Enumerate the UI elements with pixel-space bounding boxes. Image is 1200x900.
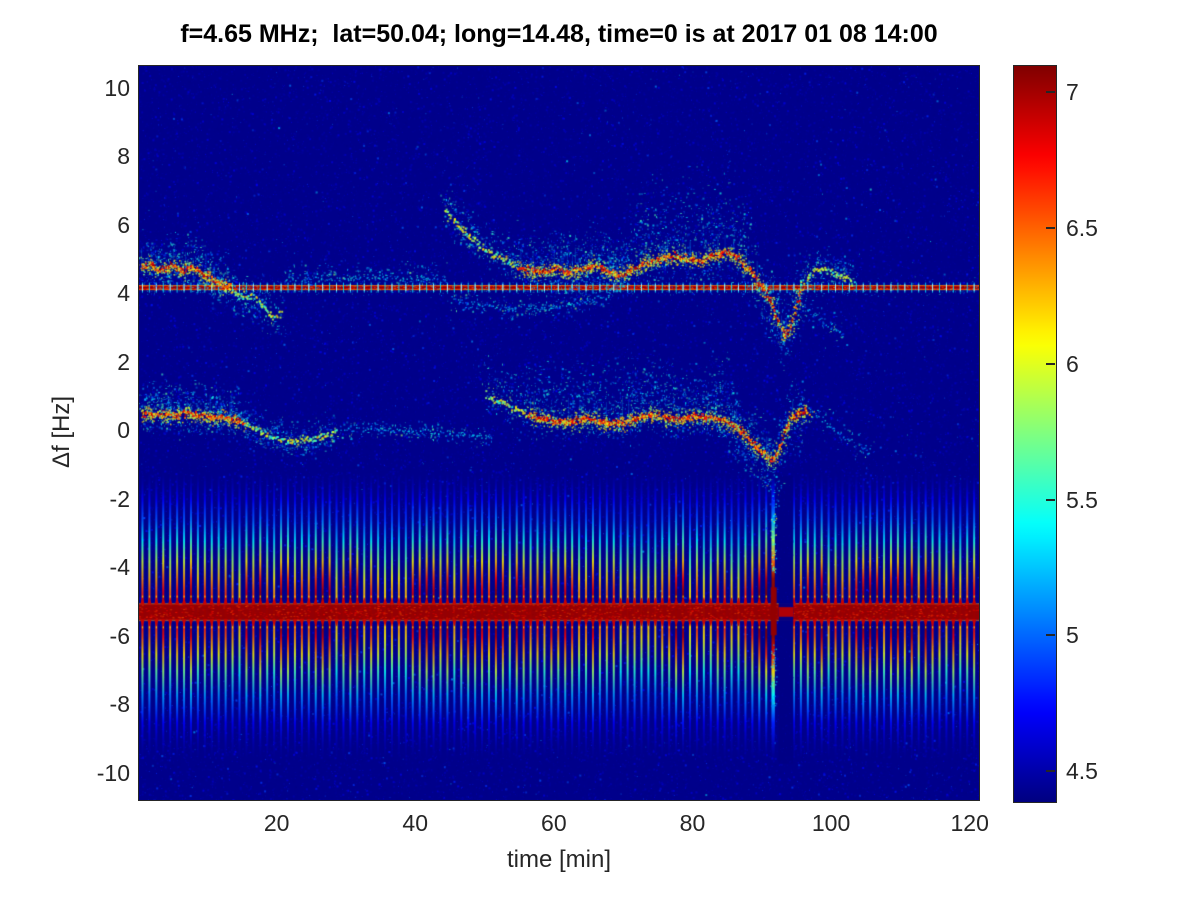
y-tick-label: -4 xyxy=(109,554,130,581)
colorbar-tick-label: 6.5 xyxy=(1066,214,1098,241)
plot-area xyxy=(138,65,980,801)
colorbar-tick-label: 7 xyxy=(1066,79,1079,106)
x-tick-label: 80 xyxy=(679,810,706,836)
y-tick-label: -8 xyxy=(109,691,130,718)
chart-title: f=4.65 MHz; lat=50.04; long=14.48, time=… xyxy=(180,20,938,48)
x-tick-label: 120 xyxy=(950,810,989,836)
y-tick-label: 0 xyxy=(117,417,130,444)
colorbar-tick-mark xyxy=(1046,91,1055,94)
x-tick-label: 40 xyxy=(402,810,429,836)
colorbar-tick-label: 5.5 xyxy=(1066,486,1098,513)
x-axis-label: time [min] xyxy=(506,846,611,873)
y-tick-label: 10 xyxy=(104,74,130,101)
x-tick-label: 60 xyxy=(541,810,567,836)
colorbar-tick-label: 6 xyxy=(1066,350,1079,377)
y-tick-label: -6 xyxy=(109,622,130,649)
y-tick-label: -2 xyxy=(109,485,130,512)
y-tick-label: 6 xyxy=(117,211,130,238)
colorbar-tick-mark xyxy=(1046,362,1055,365)
colorbar-tick-label: 4.5 xyxy=(1066,758,1098,785)
x-tick-label: 100 xyxy=(811,810,851,836)
y-tick-label: -10 xyxy=(96,759,130,786)
spectrogram-canvas xyxy=(139,66,979,800)
x-tick-label: 20 xyxy=(263,810,290,836)
colorbar-tick-mark xyxy=(1046,498,1055,501)
colorbar-tick-label: 5 xyxy=(1066,622,1079,649)
y-tick-label: 4 xyxy=(117,280,130,307)
y-tick-label: 8 xyxy=(117,143,130,170)
y-tick-label: 2 xyxy=(117,348,130,375)
colorbar-tick-mark xyxy=(1046,770,1055,773)
colorbar-tick-mark xyxy=(1046,226,1055,229)
colorbar-tick-mark xyxy=(1046,634,1055,637)
colorbar xyxy=(1013,65,1057,803)
